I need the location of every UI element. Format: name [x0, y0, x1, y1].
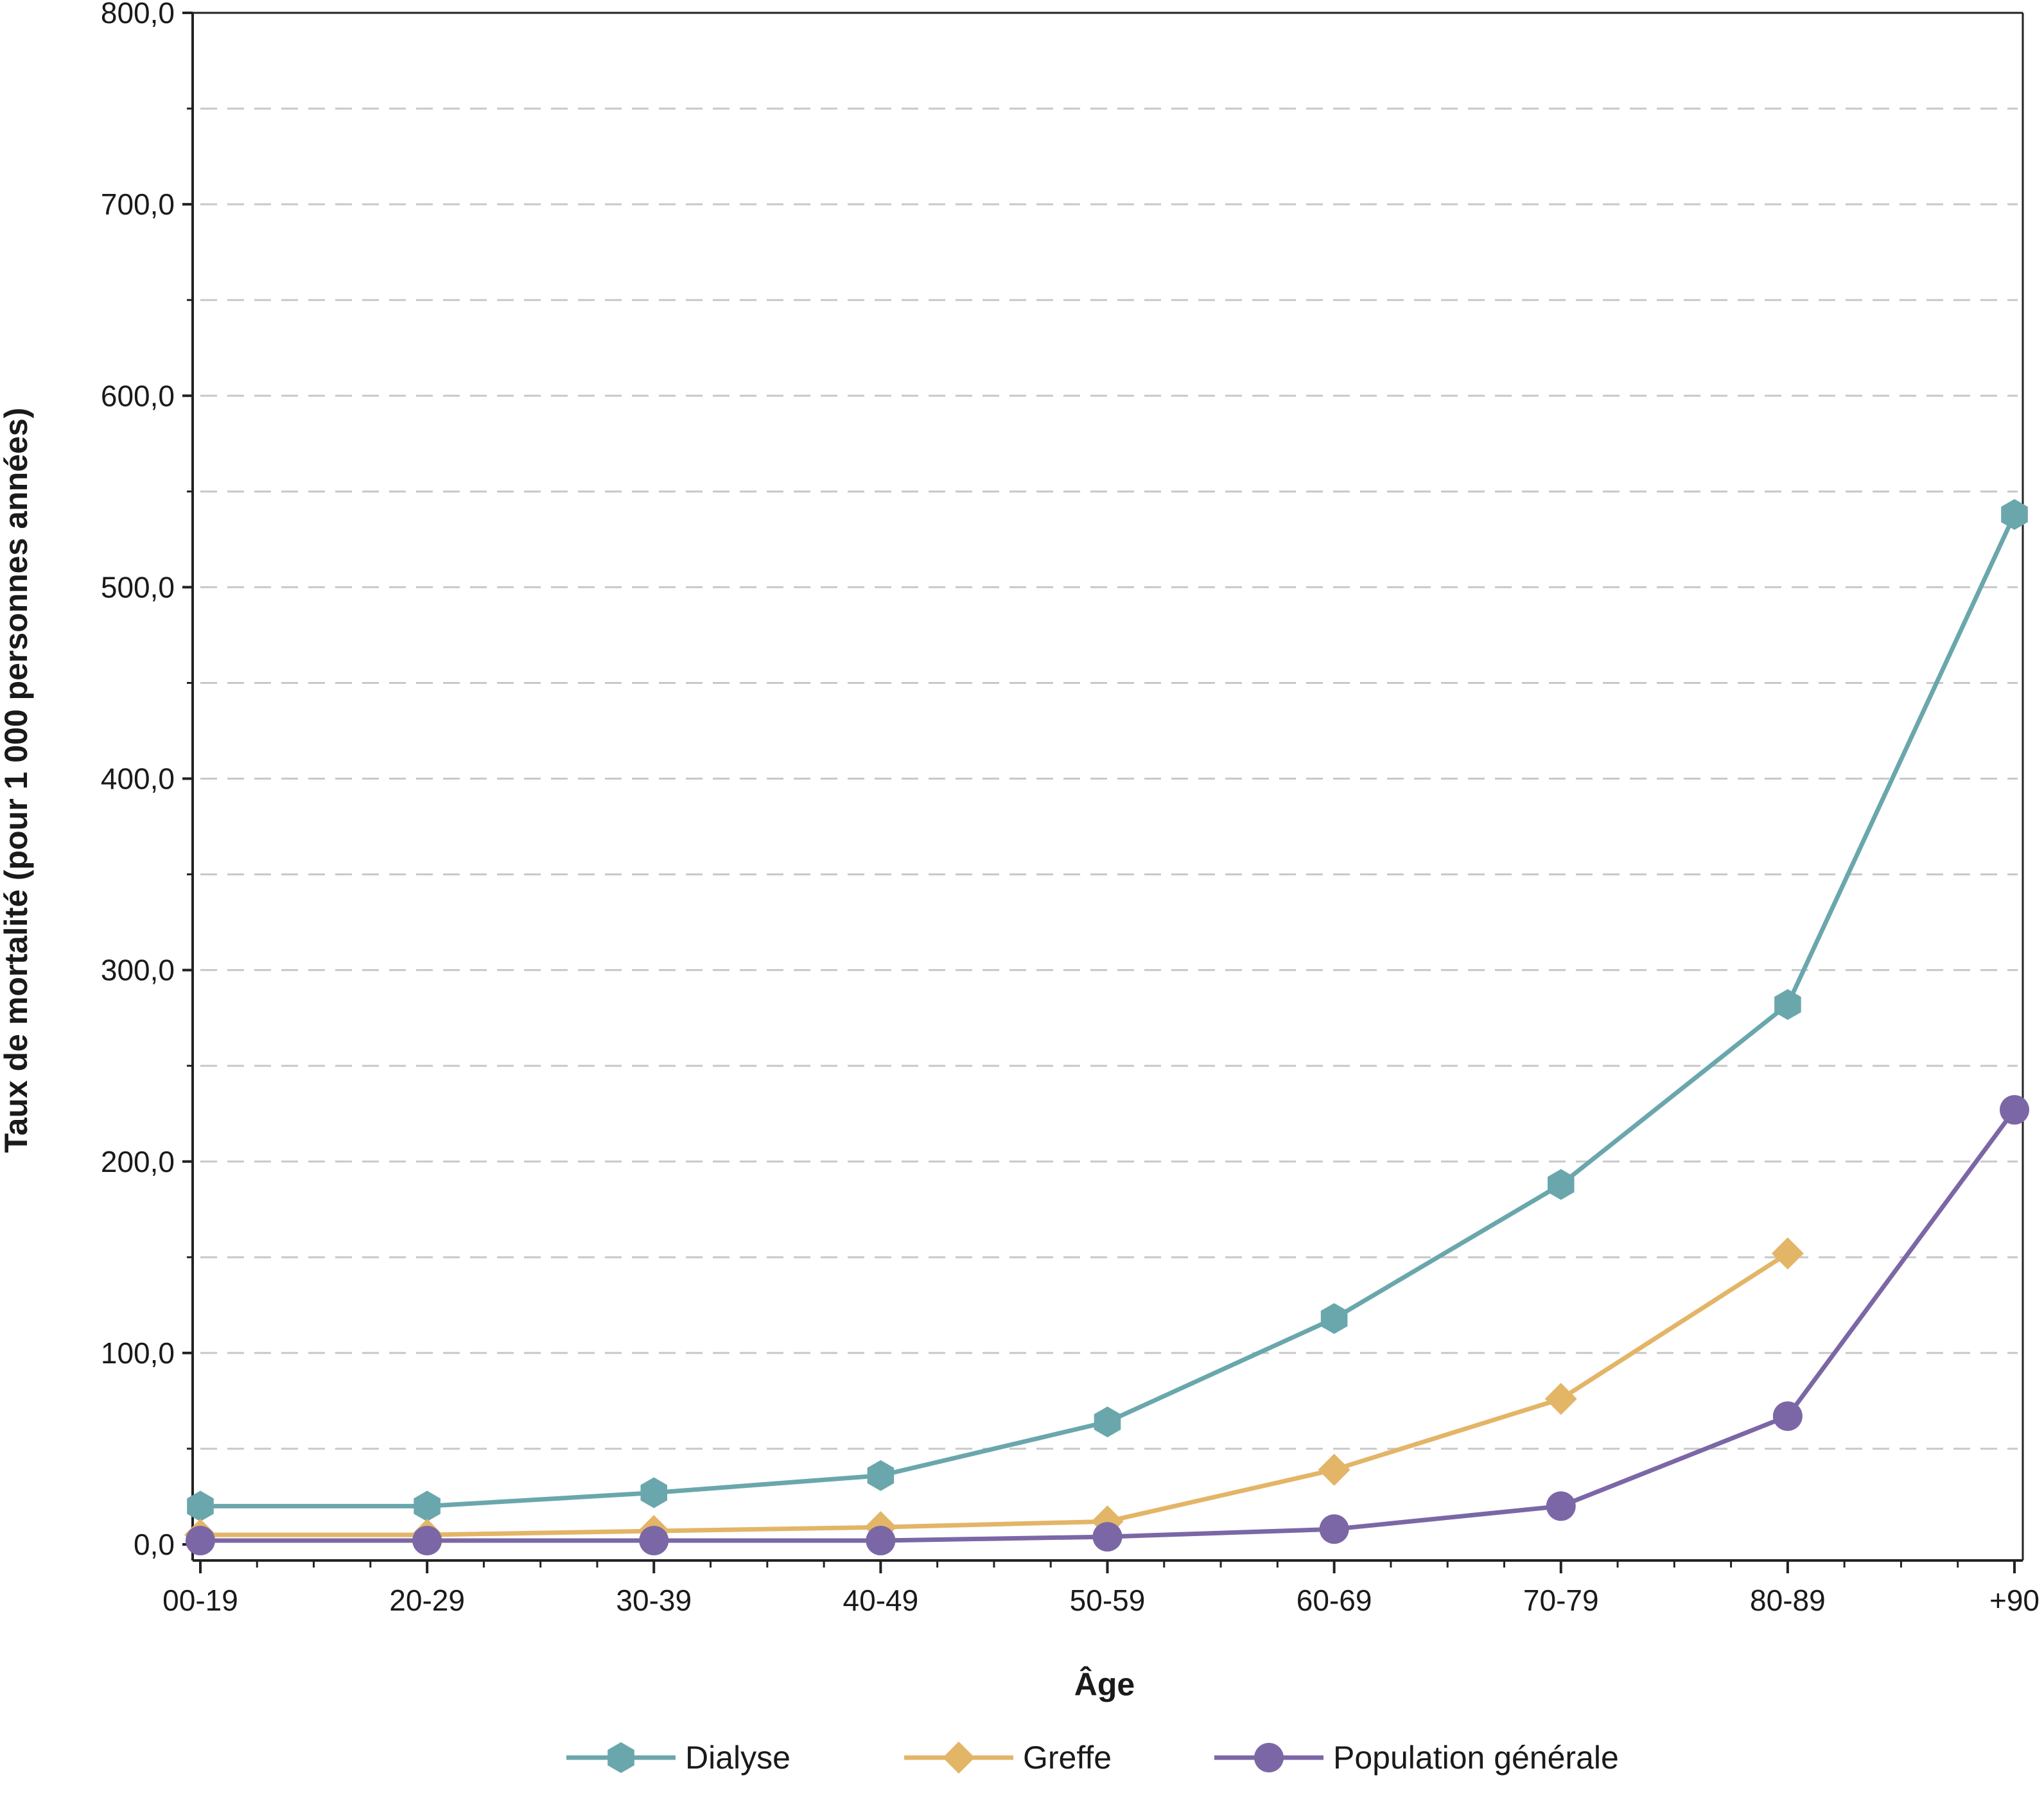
data-point-dialyse	[867, 1460, 895, 1491]
y-axis-title: Taux de mortalité (pour 1 000 personnes …	[0, 408, 34, 1153]
series-lines	[200, 513, 2017, 1543]
y-tick-label: 300,0	[101, 954, 175, 987]
y-tick-label: 100,0	[101, 1336, 175, 1370]
data-point-dialyse	[640, 1477, 667, 1508]
legend-item-dialyse: Dialyse	[566, 1740, 791, 1776]
legend-marker	[607, 1742, 634, 1773]
legend-label: Greffe	[1023, 1740, 1112, 1776]
legend-marker	[943, 1742, 975, 1774]
axes: 0,0 100,0 200,0 300,0 400,0 500,0 600,0 700,0 80…	[101, 0, 2040, 1617]
data-point-dialyse	[2001, 499, 2028, 530]
data-point-dialyse	[1320, 1303, 1348, 1334]
data-point-population-generale	[412, 1526, 442, 1556]
series-line-greffe	[200, 1251, 1789, 1537]
series-line-dialyse	[200, 513, 2017, 1508]
data-point-greffe	[1544, 1383, 1577, 1415]
x-tick-label: 20-29	[389, 1584, 465, 1617]
y-tick-label: 200,0	[101, 1145, 175, 1178]
x-tick-label: 40-49	[843, 1584, 919, 1617]
data-point-population-generale	[1546, 1491, 1576, 1521]
data-point-population-generale	[1092, 1522, 1122, 1552]
data-point-population-generale	[639, 1526, 669, 1556]
data-point-greffe	[1318, 1453, 1350, 1486]
y-tick-label: 400,0	[101, 762, 175, 796]
data-point-dialyse	[1094, 1406, 1121, 1438]
data-point-population-generale	[1319, 1514, 1349, 1544]
legend-label: Population générale	[1333, 1740, 1619, 1776]
legend-marker	[1254, 1743, 1284, 1772]
data-point-population-generale	[866, 1526, 896, 1556]
legend-item-population-generale: Population générale	[1214, 1740, 1619, 1776]
series-markers	[184, 499, 2029, 1556]
legend-label: Dialyse	[685, 1740, 791, 1776]
data-point-dialyse	[1774, 989, 1801, 1020]
x-tick-label: 80-89	[1750, 1584, 1826, 1617]
legend: Dialyse Greffe Population générale	[566, 1740, 1619, 1776]
x-tick-label: 00-19	[162, 1584, 238, 1617]
data-point-dialyse	[187, 1490, 214, 1522]
y-tick-label: 500,0	[101, 570, 175, 604]
x-tick-label: 30-39	[616, 1584, 692, 1617]
x-tick-label: +90	[1989, 1584, 2040, 1617]
x-tick-label: 50-59	[1070, 1584, 1146, 1617]
data-point-greffe	[1771, 1237, 1804, 1270]
data-point-population-generale	[186, 1526, 215, 1556]
data-point-dialyse	[1548, 1169, 1575, 1200]
y-tick-label: 700,0	[101, 188, 175, 221]
x-axis-title: Âge	[1074, 1666, 1135, 1702]
gridlines	[200, 12, 2018, 1450]
x-tick-label: 70-79	[1523, 1584, 1599, 1617]
x-tick-label: 60-69	[1297, 1584, 1372, 1617]
legend-item-greffe: Greffe	[904, 1740, 1112, 1776]
data-point-population-generale	[2000, 1095, 2029, 1125]
y-tick-label: 800,0	[101, 0, 175, 30]
y-tick-label: 600,0	[101, 379, 175, 412]
data-point-dialyse	[414, 1490, 441, 1522]
series-line-population-generale	[200, 1108, 2016, 1543]
y-tick-label: 0,0	[134, 1528, 175, 1561]
data-point-population-generale	[1772, 1401, 1803, 1431]
